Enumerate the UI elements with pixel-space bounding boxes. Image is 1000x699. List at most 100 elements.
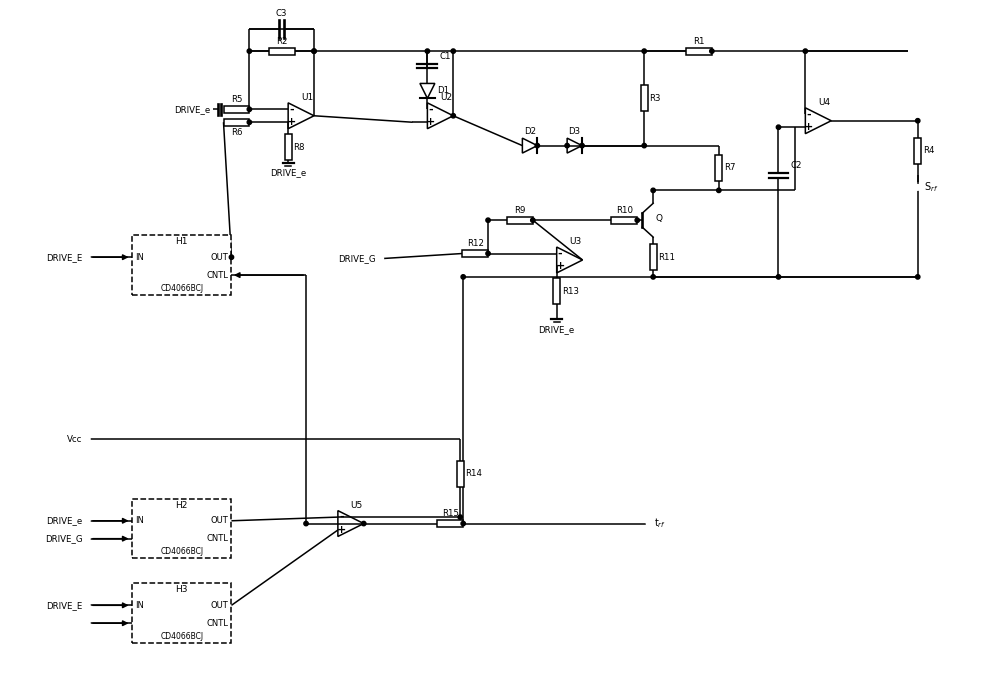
Bar xyxy=(437,520,463,527)
Circle shape xyxy=(710,49,714,53)
Circle shape xyxy=(642,49,646,53)
Text: t$_{rf}$: t$_{rf}$ xyxy=(654,517,666,531)
Circle shape xyxy=(580,143,584,147)
Text: +: + xyxy=(337,525,346,535)
Text: R4: R4 xyxy=(923,146,935,155)
Circle shape xyxy=(247,49,252,53)
Circle shape xyxy=(312,49,316,53)
Text: IN: IN xyxy=(135,517,144,525)
Text: +: + xyxy=(287,117,296,127)
Text: OUT: OUT xyxy=(210,601,228,610)
Text: U1: U1 xyxy=(301,93,313,102)
Bar xyxy=(132,498,231,559)
Bar xyxy=(269,48,295,55)
Bar xyxy=(224,106,249,113)
Text: +: + xyxy=(556,261,565,271)
Bar xyxy=(224,119,249,126)
Circle shape xyxy=(717,188,721,192)
Text: DRIVE_G: DRIVE_G xyxy=(338,254,376,263)
Text: H1: H1 xyxy=(175,237,188,246)
Circle shape xyxy=(461,521,465,526)
Circle shape xyxy=(304,521,308,526)
Circle shape xyxy=(565,143,569,147)
Circle shape xyxy=(776,125,781,129)
Bar xyxy=(686,48,712,55)
Circle shape xyxy=(312,49,316,53)
Text: -: - xyxy=(558,249,562,259)
Circle shape xyxy=(84,603,90,608)
Text: DRIVE_e: DRIVE_e xyxy=(174,105,211,114)
Circle shape xyxy=(451,49,455,53)
Circle shape xyxy=(646,521,652,526)
Text: R1: R1 xyxy=(693,37,705,45)
Bar xyxy=(641,85,648,111)
Text: DRIVE_G: DRIVE_G xyxy=(45,534,82,543)
Text: R8: R8 xyxy=(294,143,305,152)
Text: R6: R6 xyxy=(231,128,242,136)
Circle shape xyxy=(776,275,781,279)
Text: C2: C2 xyxy=(790,161,802,171)
Text: D1: D1 xyxy=(437,87,449,95)
Text: CD4066BCJ: CD4066BCJ xyxy=(160,547,203,556)
Text: Vcc: Vcc xyxy=(67,435,82,443)
Text: U4: U4 xyxy=(818,98,830,107)
Bar xyxy=(553,278,560,304)
Text: -: - xyxy=(429,104,433,115)
Text: U2: U2 xyxy=(440,93,452,102)
Circle shape xyxy=(84,254,90,260)
Text: D3: D3 xyxy=(569,127,581,136)
Text: C3: C3 xyxy=(276,9,287,18)
Text: D2: D2 xyxy=(524,127,536,136)
Circle shape xyxy=(247,107,252,112)
Text: R15: R15 xyxy=(442,509,459,518)
Text: +: + xyxy=(426,117,436,127)
Text: R11: R11 xyxy=(659,252,676,261)
Text: CNTL: CNTL xyxy=(206,271,228,280)
Text: CD4066BCJ: CD4066BCJ xyxy=(160,284,203,293)
Circle shape xyxy=(916,275,920,279)
Bar xyxy=(132,235,231,295)
Circle shape xyxy=(635,218,639,222)
Circle shape xyxy=(84,518,90,524)
Circle shape xyxy=(378,256,383,261)
Circle shape xyxy=(651,275,655,279)
Text: DRIVE_E: DRIVE_E xyxy=(46,601,82,610)
Text: -: - xyxy=(807,109,811,120)
Text: DRIVE_e: DRIVE_e xyxy=(46,517,82,525)
Bar xyxy=(611,217,637,224)
Text: R12: R12 xyxy=(467,239,484,248)
Circle shape xyxy=(229,255,234,259)
Text: H3: H3 xyxy=(175,585,188,594)
Circle shape xyxy=(425,49,430,53)
Bar xyxy=(914,138,921,164)
Circle shape xyxy=(642,143,646,147)
Circle shape xyxy=(84,536,90,542)
Text: DRIVE_e: DRIVE_e xyxy=(270,168,306,178)
Text: OUT: OUT xyxy=(210,253,228,261)
Text: CNTL: CNTL xyxy=(206,619,228,628)
Circle shape xyxy=(247,120,252,124)
Circle shape xyxy=(915,185,921,190)
Text: S$_{rf}$: S$_{rf}$ xyxy=(924,180,938,194)
Circle shape xyxy=(803,49,808,53)
Bar xyxy=(715,155,722,181)
Text: C1: C1 xyxy=(439,52,451,61)
Text: R9: R9 xyxy=(514,206,526,215)
Circle shape xyxy=(486,252,490,256)
Circle shape xyxy=(451,113,455,118)
Text: R13: R13 xyxy=(562,287,579,296)
Text: R3: R3 xyxy=(650,94,661,103)
Text: R7: R7 xyxy=(724,164,736,173)
Text: U3: U3 xyxy=(569,237,582,246)
Text: -: - xyxy=(339,512,344,522)
Circle shape xyxy=(535,143,539,147)
Text: Q: Q xyxy=(655,214,662,223)
Circle shape xyxy=(651,188,655,192)
Text: DRIVE_E: DRIVE_E xyxy=(46,253,82,261)
Bar xyxy=(285,134,292,160)
Text: H2: H2 xyxy=(176,500,188,510)
Text: IN: IN xyxy=(135,253,144,261)
Circle shape xyxy=(362,521,366,526)
Text: OUT: OUT xyxy=(210,517,228,525)
Circle shape xyxy=(84,436,90,442)
